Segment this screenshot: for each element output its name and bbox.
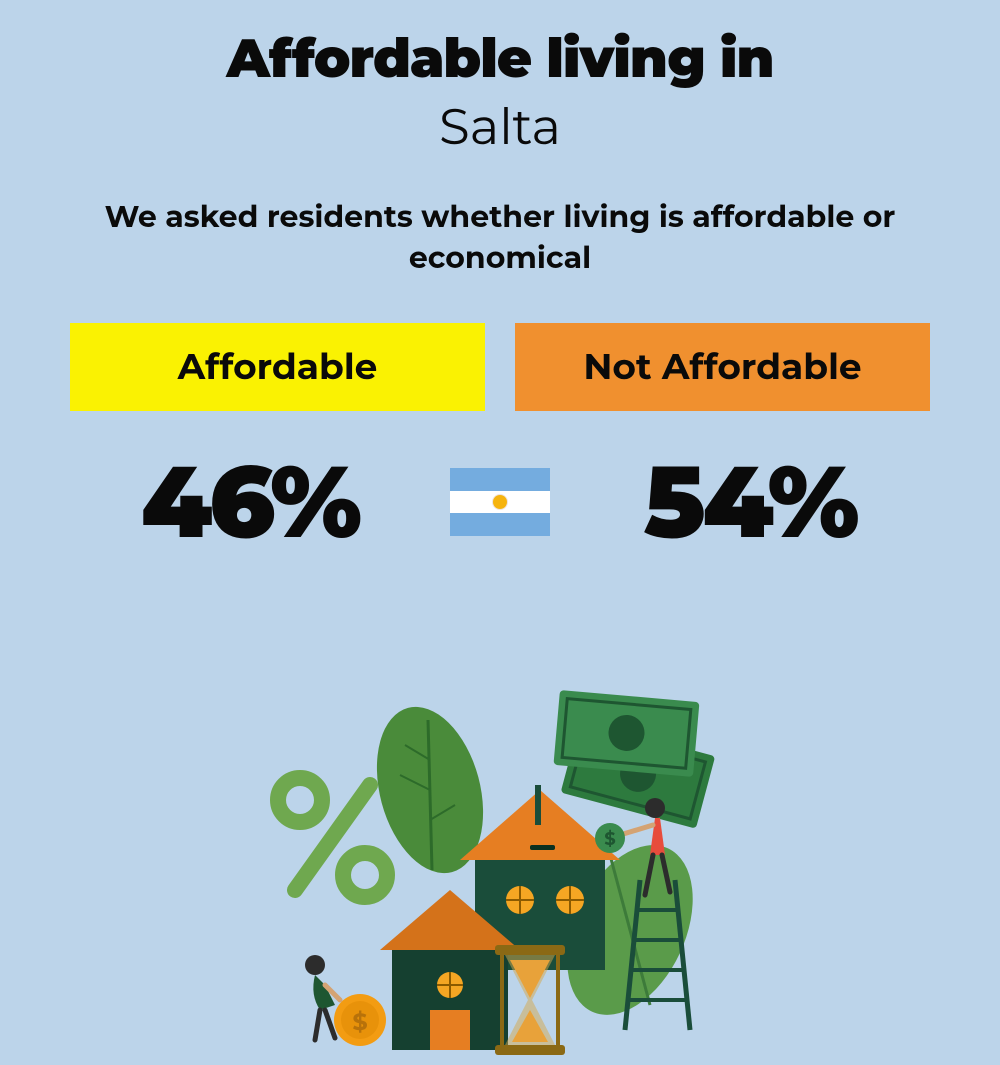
flag-stripe (450, 468, 550, 491)
argentina-flag-icon (450, 468, 550, 536)
percent-not-affordable: 54% (570, 441, 930, 563)
person-with-coin-icon: $ (305, 955, 386, 1046)
svg-text:$: $ (604, 828, 615, 850)
money-bills-icon (553, 690, 699, 777)
affordability-illustration: $ $ (200, 660, 800, 1060)
flag-stripe (450, 513, 550, 536)
title-line2: Salta (0, 96, 1000, 157)
title-line1: Affordable living in (0, 25, 1000, 91)
percent-affordable: 46% (70, 441, 430, 563)
options-row: Affordable Not Affordable (0, 323, 1000, 411)
subtitle: We asked residents whether living is aff… (0, 197, 1000, 278)
flag-sun-icon (493, 495, 507, 509)
percent-sign-icon (278, 778, 387, 897)
option-not-affordable-box: Not Affordable (515, 323, 930, 411)
header: Affordable living in Salta (0, 0, 1000, 157)
svg-text:$: $ (352, 1008, 367, 1037)
percent-row: 46% 54% (0, 441, 1000, 563)
flag-stripe (450, 491, 550, 514)
option-affordable-box: Affordable (70, 323, 485, 411)
